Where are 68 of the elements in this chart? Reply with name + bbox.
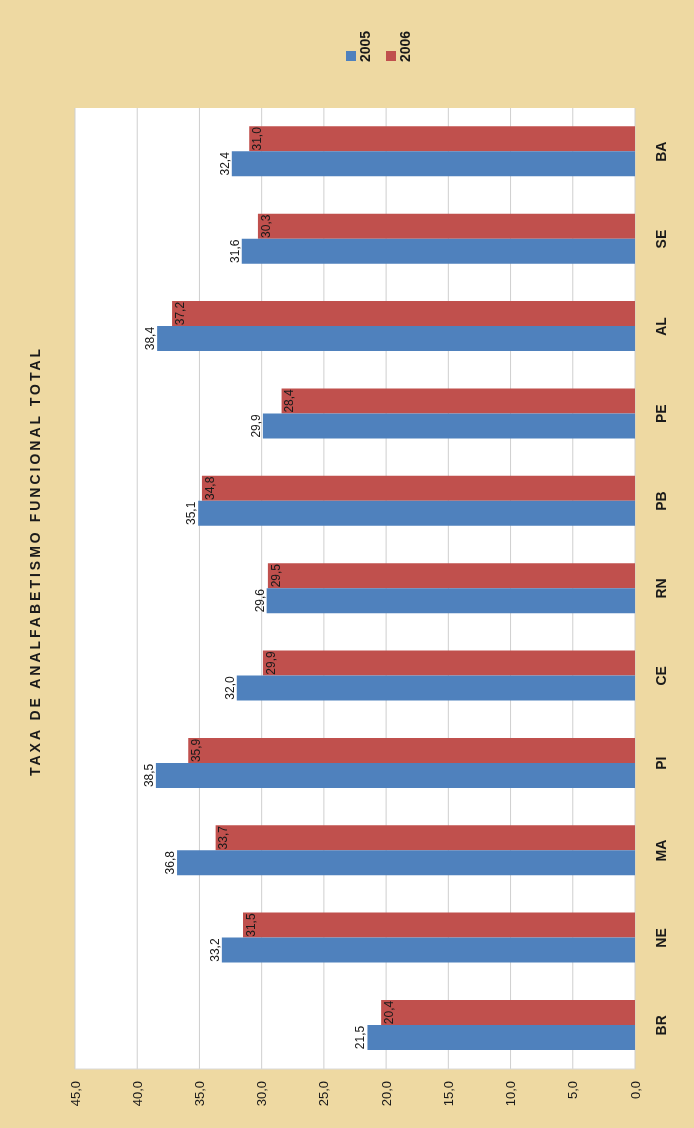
data-label: 38,4: [143, 326, 158, 351]
y-tick-label: SE: [653, 229, 669, 249]
data-label: 34,8: [202, 476, 217, 500]
x-tick-label: 10,0: [503, 1081, 519, 1107]
data-label: 31,6: [227, 239, 242, 263]
x-tick-label: 40,0: [129, 1081, 145, 1107]
y-tick-label: CE: [653, 666, 669, 686]
bar: [201, 475, 635, 501]
x-tick-label: 15,0: [440, 1081, 456, 1107]
data-label: 33,7: [216, 825, 231, 850]
x-tick-label: 45,0: [67, 1081, 83, 1107]
bar: [231, 151, 635, 177]
bar: [188, 737, 635, 763]
bar: [215, 825, 635, 851]
bar: [262, 650, 635, 676]
x-tick-label: 30,0: [254, 1081, 270, 1107]
bar: [157, 326, 635, 352]
data-label: 35,9: [189, 738, 204, 763]
data-label: 29,5: [268, 563, 283, 588]
y-tick-label: PE: [653, 404, 669, 424]
data-label: 37,2: [172, 301, 187, 326]
x-tick-label: 35,0: [191, 1081, 207, 1107]
y-tick-label: RN: [653, 578, 669, 599]
bar: [281, 388, 635, 414]
data-label: 20,4: [381, 1000, 396, 1025]
bar: [243, 912, 635, 938]
y-tick-label: BR: [653, 1015, 669, 1036]
data-label: 29,9: [263, 651, 278, 675]
legend-label: 2006: [397, 30, 413, 62]
bar: [249, 126, 635, 152]
data-label: 29,6: [252, 588, 267, 613]
data-label: 33,2: [207, 938, 222, 962]
text: TAXA DE ANALFABETISMO FUNCIONAL TOTAL: [27, 345, 43, 777]
data-label: 38,5: [141, 763, 156, 788]
y-tick-label: BA: [653, 141, 669, 162]
bar: [177, 850, 635, 876]
bar: [257, 213, 635, 239]
data-label: 35,1: [184, 501, 199, 525]
bar: [266, 588, 635, 614]
data-label: 31,5: [243, 913, 258, 937]
data-label: 31,0: [250, 126, 265, 151]
data-label: 21,5: [353, 1025, 368, 1050]
y-tick-label: MA: [653, 839, 669, 862]
y-tick-label: PI: [653, 756, 669, 770]
data-label: 32,4: [217, 151, 232, 176]
bar: [221, 937, 635, 963]
legend-label: 2005: [357, 30, 373, 62]
x-tick-label: 0,0: [627, 1081, 643, 1100]
bar: [172, 301, 635, 327]
data-label: 30,3: [258, 214, 273, 238]
bar: [262, 413, 635, 439]
y-tick-label: PB: [653, 491, 669, 511]
x-tick-label: 5,0: [565, 1081, 581, 1100]
data-label: 29,9: [248, 413, 263, 438]
bar: [381, 999, 635, 1025]
x-tick-label: 20,0: [378, 1081, 394, 1107]
x-tick-label: 25,0: [316, 1081, 332, 1107]
bar: [241, 238, 635, 264]
bar: [198, 500, 635, 526]
data-label: 36,8: [163, 850, 178, 875]
bar: [155, 762, 635, 788]
bar: [267, 563, 635, 589]
data-label: 32,0: [222, 676, 237, 700]
y-tick-label: AL: [653, 316, 669, 336]
data-label: 28,4: [282, 388, 297, 413]
bar: [367, 1024, 635, 1050]
y-tick-label: NE: [653, 928, 669, 948]
bar: [236, 675, 635, 701]
